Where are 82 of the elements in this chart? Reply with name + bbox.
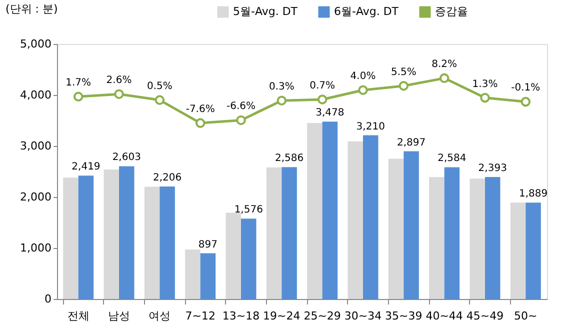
x-tick-label: 전체 <box>67 310 90 322</box>
bar <box>185 250 200 299</box>
point <box>236 115 246 126</box>
data-label: 2,603 <box>112 152 141 164</box>
bar <box>282 167 297 299</box>
bar <box>241 218 256 299</box>
data-label: 3,210 <box>356 121 385 132</box>
point <box>154 95 165 105</box>
point <box>276 96 287 106</box>
data-label: 1,889 <box>518 188 548 200</box>
x-tick-label: 13~18 <box>222 310 260 322</box>
data-label: 0.3% <box>268 82 294 93</box>
bar <box>322 122 338 299</box>
x-tick-label: 35~39 <box>385 310 422 322</box>
y-axis-title: (단위 : 분) <box>6 2 58 16</box>
bar <box>444 167 460 299</box>
point <box>480 92 490 103</box>
point <box>439 73 450 84</box>
x-tick-label: 30~34 <box>344 310 382 322</box>
data-label: -6.6% <box>226 101 256 112</box>
data-label: 2.6% <box>106 75 132 86</box>
bar <box>484 176 500 299</box>
y-tick-label: 2,000 <box>20 190 52 204</box>
data-label: 897 <box>198 239 218 250</box>
y-tick-label: 1,000 <box>20 242 52 254</box>
data-label: 3,478 <box>316 108 344 119</box>
x-tick-label: 남성 <box>108 310 130 322</box>
bar <box>429 177 444 299</box>
y-tick-label: 4,000 <box>20 88 52 102</box>
x-tick-label: 7~12 <box>185 310 216 322</box>
bar <box>119 166 134 299</box>
data-label: 1.3% <box>472 78 498 90</box>
bar <box>144 186 160 299</box>
bar <box>470 178 485 299</box>
x-tick-label: 25~29 <box>304 310 341 322</box>
bar <box>226 212 242 299</box>
data-label: 1.7% <box>66 78 92 89</box>
bar <box>388 158 404 299</box>
bar <box>200 253 216 299</box>
bar <box>104 169 120 299</box>
point <box>398 80 409 91</box>
bar <box>78 176 94 299</box>
bar <box>362 135 378 299</box>
data-label: 2,584 <box>438 153 466 164</box>
data-label: 2,897 <box>396 137 426 148</box>
data-label: 4.0% <box>350 71 376 82</box>
data-label: 2,419 <box>72 162 100 173</box>
x-tick-label: 19~24 <box>263 310 300 322</box>
data-label: 1,576 <box>234 204 263 216</box>
y-tick-label: 0 <box>44 292 52 306</box>
point <box>317 94 328 104</box>
bar <box>510 202 526 299</box>
data-label: 2,206 <box>152 172 182 184</box>
bar <box>63 178 78 299</box>
bar <box>348 141 363 299</box>
bar <box>526 202 541 299</box>
bar <box>160 186 175 299</box>
point <box>520 96 531 107</box>
data-label: 2,393 <box>478 162 507 174</box>
x-tick-label: 45~49 <box>466 310 504 322</box>
data-label: -7.6% <box>186 104 215 116</box>
bar <box>266 167 282 299</box>
y-tick-label: 3,000 <box>20 140 52 152</box>
data-label: 2,586 <box>274 153 304 164</box>
point <box>195 118 206 128</box>
legend-label: 증감율 <box>435 5 468 18</box>
point <box>73 92 84 102</box>
y-tick-label: 5,000 <box>20 38 52 50</box>
bar <box>404 151 419 299</box>
data-label: 8.2% <box>432 59 458 70</box>
data-label: 0.7% <box>310 80 336 92</box>
point <box>114 89 124 99</box>
x-tick-label: 50~ <box>514 310 538 322</box>
x-tick-label: 여성 <box>148 310 171 322</box>
data-label: 5.5% <box>390 66 416 78</box>
data-label: 0.5% <box>146 81 172 92</box>
legend-label: 6월-Avg. DT <box>334 5 399 18</box>
legend-label: 5월-Avg. DT <box>233 5 298 18</box>
point <box>358 85 368 95</box>
x-tick-label: 40~44 <box>426 310 463 322</box>
data-label: -0.1% <box>511 82 540 94</box>
bar <box>307 123 322 299</box>
